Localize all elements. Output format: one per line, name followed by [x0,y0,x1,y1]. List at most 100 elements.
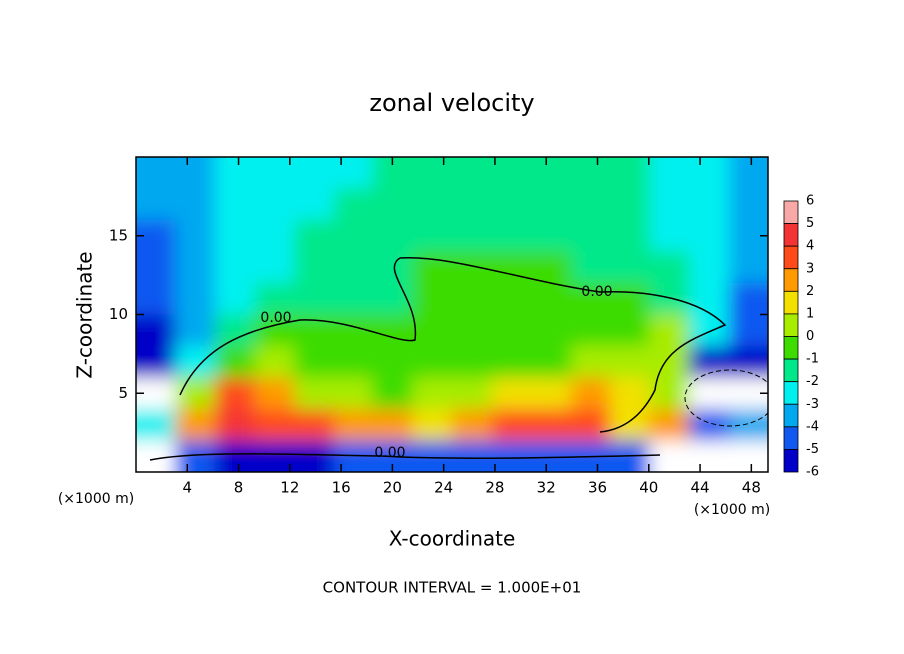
field-cell [254,188,295,221]
field-cell [609,188,650,221]
field-cell [609,377,650,410]
field-cell [571,409,612,441]
field-cell [254,251,295,284]
field-cell [689,377,730,410]
colorbar-band [783,223,799,247]
field-cell [531,251,572,284]
colorbar-label: 3 [806,261,814,276]
colorbar-band [783,358,799,383]
field-cell [689,220,730,252]
field-cell [452,188,493,221]
field-cell [531,409,572,441]
field-cell [136,157,176,189]
contour-label: 0.00 [374,445,405,461]
field-cell [491,440,532,472]
contour-zero [179,257,727,433]
x-tick-label: 32 [537,479,556,497]
field-cell [689,409,730,441]
field-cell [175,251,216,284]
field-cell [531,314,572,347]
field-cell [649,377,690,410]
field-cell [412,346,453,378]
x-axis-label: X-coordinate [389,527,516,551]
field-cell [649,157,690,189]
x-tick-label: 28 [485,479,504,497]
field-cell [334,283,375,315]
field-cell [649,409,690,441]
x-tick-label: 48 [742,479,761,497]
x-unit-label: (×1000 m) [58,491,134,507]
field-cell [175,440,216,472]
colorbar-band [783,449,799,473]
colorbar-label: 0 [806,329,814,344]
field-cell [334,346,375,378]
field-cell [571,377,612,410]
contour-lines [149,257,768,461]
field-cell [491,251,532,284]
field-cell [294,251,335,284]
field-cell [452,283,493,315]
field-cell [649,220,690,252]
field-cell [491,220,532,252]
x-tick-label: 20 [383,479,402,497]
field-cell [412,220,453,252]
x-tick-label: 8 [234,479,244,497]
field-cell [649,188,690,221]
field-cell [609,251,650,284]
field-cell [689,440,730,472]
footer-note: CONTOUR INTERVAL = 1.000E+01 [323,579,582,597]
field-cell [412,377,453,410]
field-cell [214,346,256,378]
field-cell [452,220,493,252]
contour-label: 0.00 [260,310,291,326]
field-cell [175,188,216,221]
field-cell [728,314,768,347]
field-cell [728,251,768,284]
x-unit-label: (×1000 m) [694,502,770,518]
field-cell [491,188,532,221]
field-cell [372,251,413,284]
field-cell [571,157,612,189]
contour-label: 0.00 [581,284,612,300]
field-cell [412,251,453,284]
field-cell [728,157,768,189]
x-tick-label: 12 [280,479,299,497]
field-cell [452,409,493,441]
field-cell [531,157,572,189]
field-cell [531,283,572,315]
field-cell [372,220,413,252]
field-cell [452,377,493,410]
field-cell [214,440,256,472]
field-cell [372,409,413,441]
field-cell [214,283,256,315]
field-cell [491,314,532,347]
field-cell [254,377,295,410]
field-cell [175,346,216,378]
colorbar-band [783,245,799,270]
field-cell [649,314,690,347]
x-tick-label: 24 [434,479,453,497]
field-cell [214,314,256,347]
field-cell [689,251,730,284]
field-cell [334,377,375,410]
x-tick-label: 16 [332,479,351,497]
field-cell [728,440,768,472]
colorbar-label: -3 [806,397,819,412]
field-cell [491,157,532,189]
contour-zero [149,453,661,461]
colorbar-label: 1 [806,306,814,321]
field-cell [649,251,690,284]
field-cell [294,409,335,441]
field-cell [214,220,256,252]
field-cell [609,409,650,441]
field-cell [609,346,650,378]
colorbar-label: -4 [806,419,819,434]
field-cell [214,188,256,221]
colorbar-band [783,313,799,337]
field-cell [649,283,690,315]
field-cell [452,440,493,472]
field-cell [491,377,532,410]
field-cell [531,346,572,378]
field-cell [372,314,413,347]
field-cell [175,409,216,441]
